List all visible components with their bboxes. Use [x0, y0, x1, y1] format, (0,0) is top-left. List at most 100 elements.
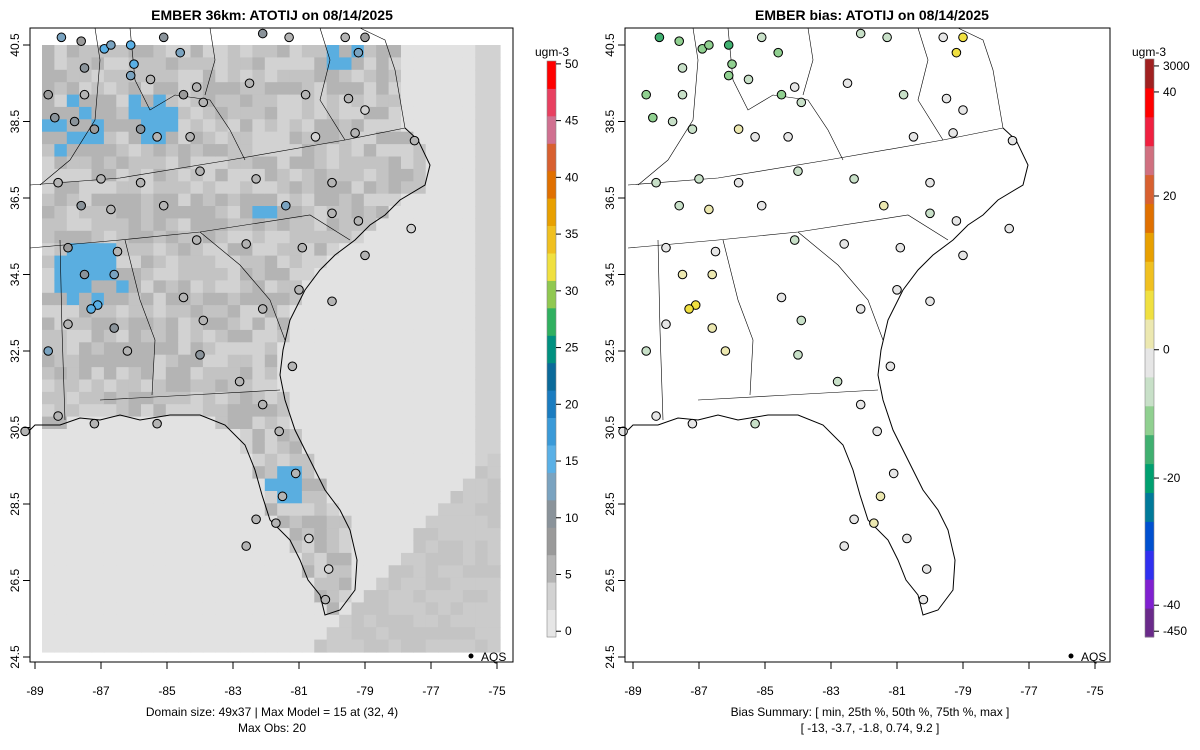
grid-cell — [165, 491, 179, 504]
grid-cell — [153, 379, 167, 393]
grid-cell — [376, 590, 390, 604]
grid-cell — [190, 391, 204, 405]
grid-cell — [314, 379, 328, 393]
grid-cell — [339, 466, 353, 480]
grid-cell — [66, 268, 80, 281]
grid-cell — [301, 255, 315, 269]
grid-cell — [128, 540, 142, 554]
grid-cell — [215, 342, 229, 356]
grid-cell — [252, 429, 266, 442]
grid-cell — [487, 243, 501, 257]
grid-cell — [388, 57, 402, 71]
grid-cell — [301, 565, 315, 579]
grid-cell — [425, 540, 439, 554]
grid-cell — [202, 627, 216, 641]
station-bias-marker — [684, 304, 694, 314]
state-border — [359, 27, 406, 129]
grid-cell — [425, 429, 439, 442]
grid-cell — [413, 45, 427, 58]
grid-cell — [301, 305, 315, 319]
grid-cell — [277, 367, 291, 381]
grid-cell — [425, 218, 439, 232]
grid-cell — [190, 528, 204, 542]
grid-cell — [190, 181, 204, 195]
grid-cell — [475, 590, 489, 604]
grid-cell — [240, 45, 254, 58]
colorbar-tick-label: 15 — [565, 454, 579, 468]
grid-cell — [363, 193, 377, 207]
grid-cell — [326, 354, 340, 368]
grid-cell — [42, 515, 55, 529]
station-bias-marker — [756, 200, 767, 211]
grid-cell — [314, 45, 328, 58]
grid-cell — [425, 305, 439, 319]
grid-cell — [215, 230, 229, 244]
grid-cell — [401, 552, 414, 566]
grid-cell — [450, 540, 464, 554]
grid-cell — [202, 565, 216, 579]
grid-cell — [401, 503, 414, 517]
station-obs-marker — [125, 40, 136, 50]
grid-cell — [252, 69, 266, 83]
grid-cell — [462, 491, 476, 504]
grid-cell — [252, 416, 266, 430]
grid-cell — [450, 82, 464, 96]
state-border — [627, 127, 1004, 186]
grid-cell — [475, 119, 489, 133]
grid-cell — [264, 478, 278, 492]
grid-cell — [54, 590, 68, 604]
grid-cell — [388, 329, 402, 343]
station-bias-marker — [1004, 223, 1015, 234]
grid-cell — [388, 540, 402, 554]
grid-cell — [264, 156, 278, 170]
grid-cell — [66, 416, 80, 430]
aqs-legend-marker — [468, 653, 474, 659]
grid-cell — [462, 515, 476, 529]
grid-cell — [54, 466, 68, 480]
grid-cell — [66, 404, 80, 418]
grid-cell — [54, 379, 68, 393]
grid-cell — [240, 528, 254, 542]
grid-cell — [116, 367, 130, 381]
grid-cell — [79, 627, 93, 641]
grid-cell — [388, 627, 402, 641]
grid-cell — [363, 639, 377, 653]
colorbar-swatch — [1145, 434, 1154, 465]
grid-cell — [326, 429, 340, 442]
grid-cell — [388, 206, 402, 219]
grid-cell — [351, 478, 365, 492]
grid-cell — [42, 602, 55, 616]
grid-cell — [326, 156, 340, 170]
grid-cell — [202, 342, 216, 356]
grid-cell — [252, 354, 266, 368]
grid-cell — [401, 255, 414, 269]
grid-cell — [178, 404, 192, 418]
station-bias-marker — [839, 541, 850, 551]
colorbar-tick-label: 10 — [565, 511, 579, 525]
grid-cell — [178, 144, 192, 158]
grid-cell — [240, 342, 254, 356]
grid-cell — [116, 144, 130, 158]
grid-cell — [462, 193, 476, 207]
grid-cell — [376, 45, 390, 58]
grid-cell — [376, 602, 390, 616]
grid-cell — [401, 168, 414, 182]
grid-cell — [388, 614, 402, 628]
grid-cell — [153, 429, 167, 442]
grid-cell — [388, 552, 402, 566]
grid-cell — [215, 305, 229, 319]
grid-cell — [227, 317, 241, 331]
station-obs-marker — [360, 250, 370, 261]
station-obs-marker — [350, 128, 360, 138]
grid-cell — [277, 230, 291, 244]
grid-cell — [116, 515, 130, 529]
grid-cell — [413, 552, 427, 566]
grid-cell — [264, 391, 278, 405]
grid-cell — [438, 193, 452, 207]
station-bias-marker — [902, 533, 912, 544]
grid-cell — [339, 453, 353, 467]
station-obs-marker — [129, 59, 139, 69]
grid-cell — [252, 82, 266, 96]
grid-cell — [42, 193, 55, 207]
grid-cell — [376, 441, 390, 455]
